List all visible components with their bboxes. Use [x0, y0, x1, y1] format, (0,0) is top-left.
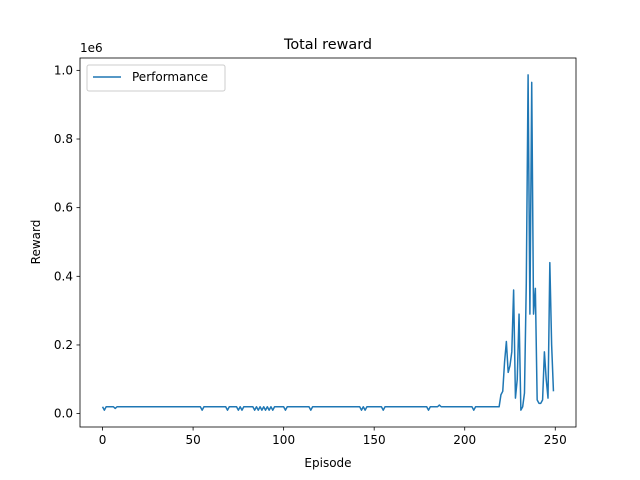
y-tick-label: 0.6 [54, 201, 73, 215]
y-axis-label: Reward [29, 220, 43, 265]
x-tick-label: 0 [99, 433, 107, 447]
x-tick-label: 100 [272, 433, 295, 447]
y-tick-label: 1.0 [54, 63, 73, 77]
plot-frame [79, 57, 577, 428]
y-offset-label: 1e6 [80, 41, 103, 55]
legend-box [86, 64, 226, 92]
y-tick-label: 0.2 [54, 338, 73, 352]
chart-title: Total reward [283, 37, 372, 53]
x-tick-label: 150 [363, 433, 386, 447]
x-tick-label: 200 [453, 433, 476, 447]
data-line [101, 74, 555, 411]
x-tick-label: 50 [185, 433, 200, 447]
y-tick-label: 0.0 [54, 407, 73, 421]
legend-label: Performance [132, 70, 208, 84]
y-tick-label: 0.8 [54, 132, 73, 146]
x-axis-label: Episode [304, 456, 351, 470]
y-tick-label: 0.4 [54, 269, 73, 283]
x-tick-label: 250 [544, 433, 567, 447]
